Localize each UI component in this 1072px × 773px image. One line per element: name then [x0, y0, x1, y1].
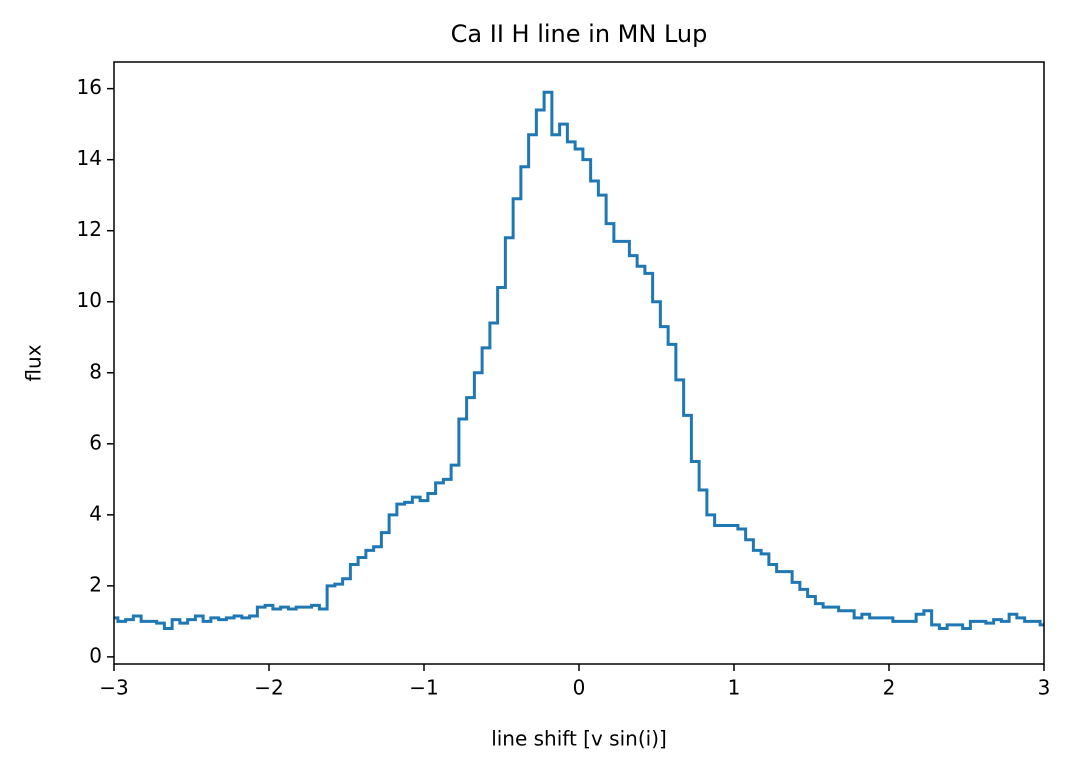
- y-tick-label: 4: [89, 501, 102, 525]
- x-tick-label: 3: [1038, 676, 1051, 700]
- y-tick-label: 8: [89, 359, 102, 383]
- x-tick-label: −2: [254, 676, 283, 700]
- y-tick-label: 6: [89, 430, 102, 454]
- x-axis-label: line shift [v sin(i)]: [491, 727, 667, 751]
- y-axis-label: flux: [22, 344, 46, 381]
- y-tick-label: 12: [77, 217, 102, 241]
- x-tick-label: −1: [409, 676, 438, 700]
- y-tick-label: 10: [77, 288, 102, 312]
- chart-title: Ca II H line in MN Lup: [451, 20, 708, 48]
- y-tick-label: 2: [89, 572, 102, 596]
- x-tick-label: 2: [883, 676, 896, 700]
- x-tick-label: −3: [99, 676, 128, 700]
- x-tick-label: 1: [728, 676, 741, 700]
- y-tick-label: 14: [77, 146, 102, 170]
- data-line: [114, 90, 1044, 630]
- y-tick-label: 16: [77, 75, 102, 99]
- x-tick-label: 0: [573, 676, 586, 700]
- y-tick-label: 0: [89, 643, 102, 667]
- plot-frame: [113, 61, 1045, 665]
